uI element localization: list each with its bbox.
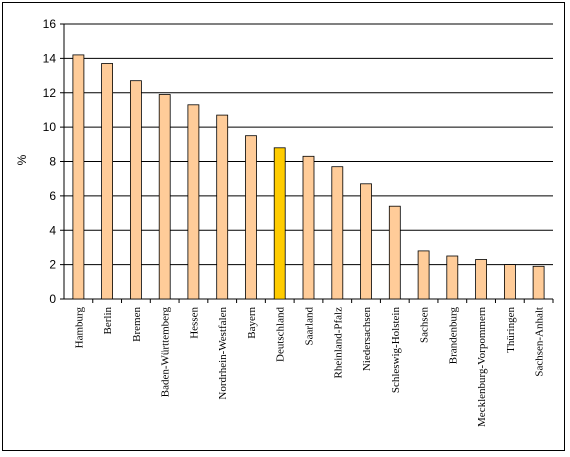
y-tick-label: 14 [43, 51, 57, 65]
x-tick-label: Niedersachsen [361, 307, 373, 372]
bar-deutschland [273, 147, 286, 300]
bar-brandenburg [446, 255, 459, 300]
bar-bayern [245, 135, 257, 300]
y-tick-label: 0 [49, 292, 56, 306]
bar-nordrhein-westfalen [216, 114, 229, 300]
x-tick-label: Sachsen [419, 307, 431, 344]
x-tick-label: Hessen [188, 307, 200, 339]
x-tick-label: Mecklenburg-Vorpommern [476, 307, 488, 427]
y-tick-label: 8 [49, 155, 56, 169]
x-tick-label: Berlin [102, 307, 114, 335]
bar-niedersachsen [360, 183, 372, 300]
y-tick-label: 16 [43, 17, 57, 31]
bar-baden-w-rttemberg [158, 94, 171, 300]
bar-sachsen [417, 250, 430, 300]
y-axis-label: % [15, 154, 29, 165]
bar-berlin [101, 63, 113, 300]
x-tick-label: Deutschland [275, 307, 287, 362]
bar-hamburg [72, 54, 85, 300]
bar-bremen [129, 80, 142, 300]
x-tick-label: Bremen [131, 307, 143, 342]
bar-schleswig-holstein [388, 205, 401, 300]
y-tick-label: 4 [49, 223, 56, 237]
x-tick-label: Nordrhein-Westfalen [217, 307, 229, 400]
bar-saarland [302, 155, 315, 300]
x-tick-label: Thüringen [505, 307, 517, 353]
x-tick-label: Brandenburg [447, 307, 459, 365]
bar-sachsen-anhalt [532, 265, 545, 300]
bar-th-ringen [503, 264, 516, 300]
y-tick-label: 6 [49, 189, 56, 203]
x-tick-label: Baden-Württemberg [160, 307, 172, 398]
y-tick-label: 12 [43, 86, 57, 100]
y-tick-label: 10 [43, 120, 57, 134]
y-tick-label: 2 [49, 258, 56, 272]
x-tick-label: Bayern [246, 307, 258, 339]
x-tick-label: Sachsen-Anhalt [534, 307, 546, 377]
x-tick-label: Saarland [304, 307, 316, 346]
x-tick-label: Schleswig-Holstein [390, 307, 402, 394]
x-tick-label: Hamburg [73, 307, 85, 349]
x-tick-label: Rheinland-Pfalz [332, 307, 344, 379]
bar-hessen [187, 104, 200, 300]
bar-rheinland-pfalz [331, 166, 344, 300]
bar-mecklenburg-vorpommern [475, 259, 488, 300]
